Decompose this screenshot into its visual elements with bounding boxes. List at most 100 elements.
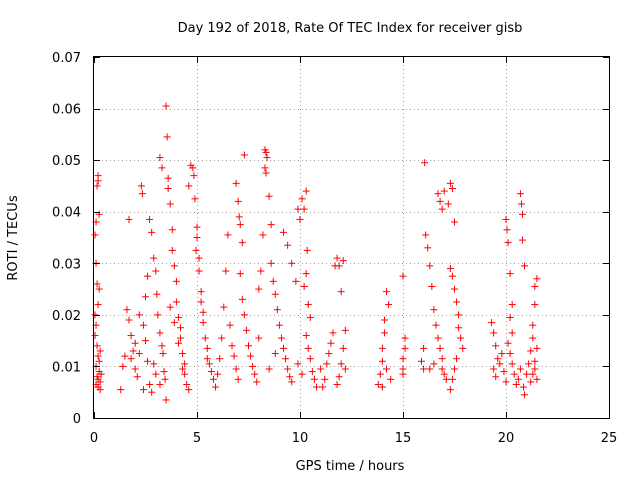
data-point [93, 280, 101, 288]
data-point [383, 288, 391, 296]
data-point [93, 182, 101, 190]
data-point [339, 344, 347, 352]
data-point [91, 311, 99, 319]
data-point [317, 365, 325, 373]
data-point [152, 370, 160, 378]
data-point [242, 326, 250, 334]
data-point [195, 254, 203, 262]
data-point [166, 200, 174, 208]
data-point [160, 368, 168, 376]
y-tick-label: 0.02 [52, 309, 81, 324]
data-point [177, 334, 185, 342]
data-point [323, 360, 331, 368]
data-point [170, 262, 178, 270]
data-point [154, 311, 162, 319]
data-point [304, 344, 312, 352]
data-point [179, 350, 187, 358]
data-point [296, 215, 304, 223]
data-point [161, 375, 169, 383]
data-point [380, 316, 388, 324]
data-point [401, 344, 409, 352]
y-tick-label: 0.07 [52, 51, 81, 66]
data-point [520, 383, 528, 391]
data-point [508, 360, 516, 368]
data-point [517, 200, 525, 208]
data-point [288, 378, 296, 386]
data-point [224, 231, 232, 239]
data-point [220, 303, 228, 311]
data-point [94, 352, 102, 360]
data-point [236, 221, 244, 229]
data-point [440, 370, 448, 378]
x-tick-label: 0 [90, 431, 98, 446]
data-point [341, 365, 349, 373]
data-point [341, 326, 349, 334]
data-point [438, 355, 446, 363]
data-point [95, 210, 103, 218]
data-point [137, 182, 145, 190]
data-point [97, 370, 105, 378]
data-point [232, 365, 240, 373]
data-point [508, 301, 516, 309]
data-point [527, 347, 535, 355]
data-point [277, 334, 285, 342]
data-point [533, 344, 541, 352]
data-point [280, 228, 288, 236]
data-point [430, 306, 438, 314]
data-point [197, 298, 205, 306]
data-point [518, 210, 526, 218]
data-point [257, 267, 265, 275]
data-point [378, 357, 386, 365]
data-point [135, 311, 143, 319]
data-point [135, 350, 143, 358]
data-point [300, 282, 308, 290]
data-point [518, 236, 526, 244]
data-point [166, 303, 174, 311]
data-point [117, 386, 125, 394]
data-point [139, 321, 147, 329]
data-point [273, 306, 281, 314]
data-point [438, 205, 446, 213]
data-point [339, 257, 347, 265]
data-point [174, 313, 182, 321]
data-point [255, 334, 263, 342]
data-point [127, 331, 135, 339]
data-point [420, 344, 428, 352]
x-tick-label: 5 [193, 431, 201, 446]
data-point [533, 275, 541, 283]
data-point [527, 378, 535, 386]
y-axis-label: ROTI / TECUs [6, 195, 21, 280]
data-point [378, 383, 386, 391]
data-point [199, 308, 207, 316]
data-point [261, 164, 269, 172]
data-point [127, 355, 135, 363]
data-point [444, 200, 452, 208]
data-point [333, 254, 341, 262]
data-point [259, 231, 267, 239]
data-point [183, 380, 191, 388]
data-point [455, 311, 463, 319]
data-point [308, 368, 316, 376]
data-point [436, 344, 444, 352]
data-point [96, 378, 104, 386]
data-point [119, 362, 127, 370]
data-point [275, 321, 283, 329]
data-point [203, 344, 211, 352]
data-point [418, 357, 426, 365]
data-point [503, 226, 511, 234]
data-point [209, 375, 217, 383]
data-point [312, 383, 320, 391]
data-point [516, 190, 524, 198]
data-point [302, 331, 310, 339]
data-point [310, 375, 318, 383]
data-point [96, 347, 104, 355]
data-point [504, 239, 512, 247]
data-point [459, 344, 467, 352]
data-point [177, 324, 185, 332]
data-point [131, 365, 139, 373]
data-point [292, 277, 300, 285]
data-point [490, 329, 498, 337]
data-point [510, 370, 518, 378]
data-point [222, 267, 230, 275]
data-point [385, 301, 393, 309]
